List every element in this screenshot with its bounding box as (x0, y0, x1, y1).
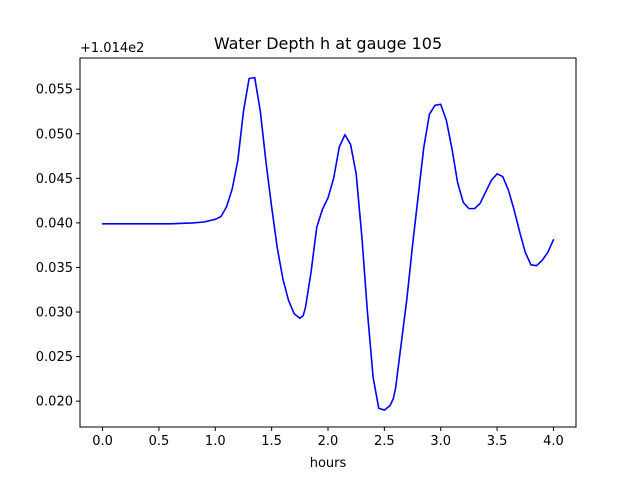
x-tick-label: 3.5 (487, 434, 508, 449)
y-axis-offset-label: +1.014e2 (80, 41, 144, 56)
x-tick-label: 0.0 (92, 434, 113, 449)
y-tick-label: 0.055 (36, 83, 73, 98)
x-tick-label: 2.5 (374, 434, 395, 449)
y-axis-ticks: 0.020 0.025 0.030 0.035 0.040 0.045 0.050 0.055 (36, 83, 80, 410)
x-tick-label: 3.0 (430, 434, 451, 449)
y-tick-label: 0.040 (36, 216, 73, 231)
x-tick-label: 1.5 (261, 434, 282, 449)
x-tick-label: 1.0 (205, 434, 226, 449)
y-tick-label: 0.030 (36, 306, 73, 321)
y-tick-label: 0.050 (36, 127, 73, 142)
y-tick-label: 0.045 (36, 172, 73, 187)
chart-title: Water Depth h at gauge 105 (214, 34, 442, 53)
x-tick-label: 4.0 (543, 434, 564, 449)
x-axis-ticks: 0.0 0.5 1.0 1.5 2.0 2.5 3.0 3.5 4.0 (92, 427, 564, 449)
y-tick-label: 0.035 (36, 261, 73, 276)
x-tick-label: 2.0 (318, 434, 339, 449)
plot-layer (101, 76, 555, 411)
y-tick-label: 0.020 (36, 395, 73, 410)
y-tick-label: 0.025 (36, 350, 73, 365)
x-axis-label: hours (310, 456, 347, 471)
x-tick-label: 0.5 (149, 434, 170, 449)
series-line-0 (101, 76, 555, 411)
